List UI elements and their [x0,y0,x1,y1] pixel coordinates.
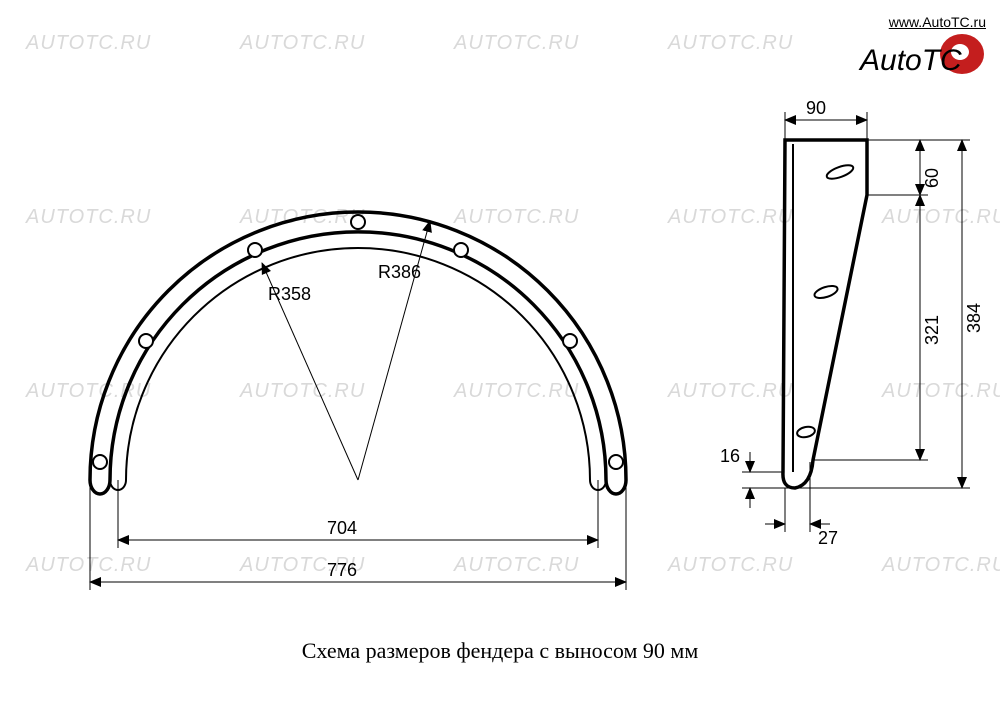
label-r386: R386 [378,262,421,282]
label-704: 704 [327,518,357,538]
technical-drawing: R358 R386 704 776 90 [0,0,1000,712]
label-60: 60 [922,168,942,188]
label-776: 776 [327,560,357,580]
label-321: 321 [922,315,942,345]
profile-side-view: 90 60 321 384 16 27 [720,98,984,548]
label-27: 27 [818,528,838,548]
drawing-caption: Схема размеров фендера с выносом 90 мм [0,638,1000,664]
arch-front-view: R358 R386 704 776 [90,212,626,590]
label-16: 16 [720,446,740,466]
label-90: 90 [806,98,826,118]
label-384: 384 [964,303,984,333]
label-r358: R358 [268,284,311,304]
